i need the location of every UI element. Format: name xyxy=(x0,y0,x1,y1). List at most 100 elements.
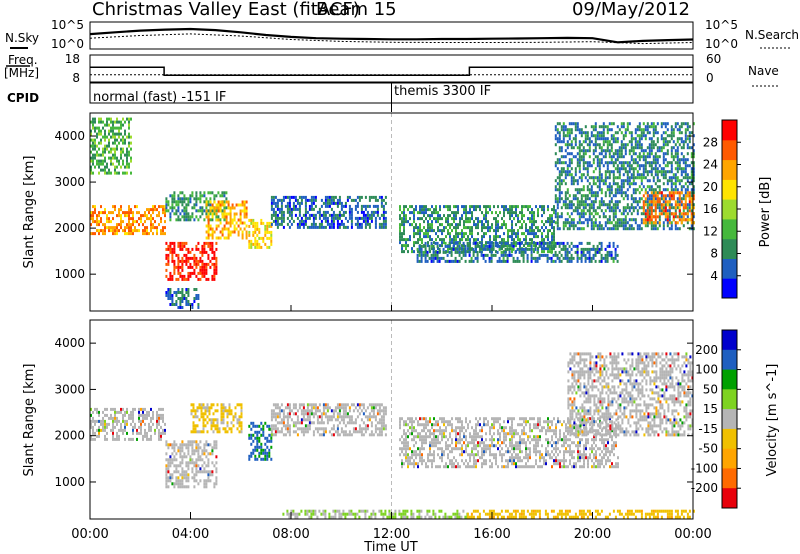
scatter-cell xyxy=(664,218,667,222)
scatter-cell xyxy=(126,135,128,139)
scatter-cell xyxy=(256,239,259,243)
scatter-cell xyxy=(476,259,479,263)
scatter-cell xyxy=(684,182,687,186)
scatter-cell xyxy=(562,241,565,245)
scatter-cell xyxy=(423,211,425,215)
power-colorbar-label: 4 xyxy=(710,269,718,283)
scatter-cell xyxy=(656,131,659,135)
scatter-cell xyxy=(620,221,623,225)
scatter-cell xyxy=(179,485,182,489)
scatter-cell xyxy=(598,173,601,177)
scatter-cell xyxy=(98,129,100,133)
scatter-cell xyxy=(211,247,214,251)
scatter-cell xyxy=(556,158,559,162)
scatter-cell xyxy=(517,229,519,233)
scatter-cell xyxy=(598,131,601,135)
scatter-cell xyxy=(177,194,180,198)
scatter-cell xyxy=(564,250,567,254)
scatter-cell xyxy=(403,214,405,218)
scatter-cell xyxy=(199,479,202,483)
scatter-cell xyxy=(439,217,441,221)
scatter-cell xyxy=(130,226,132,230)
scatter-cell xyxy=(578,221,581,225)
scatter-cell xyxy=(210,418,213,422)
scatter-cell xyxy=(238,418,241,422)
scatter-cell xyxy=(650,188,653,192)
scatter-cell xyxy=(124,229,126,233)
scatter-cell xyxy=(191,440,194,444)
scatter-cell xyxy=(296,433,299,437)
scatter-cell xyxy=(403,232,405,236)
scatter-cell xyxy=(312,415,315,419)
scatter-cell xyxy=(356,204,359,208)
scatter-cell xyxy=(670,221,673,225)
scatter-cell xyxy=(231,230,234,234)
scatter-cell xyxy=(284,204,287,208)
scatter-cell xyxy=(199,209,202,213)
scatter-cell xyxy=(110,226,112,230)
scatter-cell xyxy=(213,212,216,216)
scatter-cell xyxy=(342,225,345,229)
scatter-cell xyxy=(514,250,517,254)
scatter-cell xyxy=(239,209,242,213)
scatter-cell xyxy=(409,235,411,239)
scatter-cell xyxy=(207,203,210,207)
scatter-cell xyxy=(662,146,665,150)
scatter-cell xyxy=(692,179,695,183)
scatter-cell xyxy=(594,125,597,129)
scatter-cell xyxy=(207,230,210,234)
scatter-cell xyxy=(670,212,673,216)
scatter-cell xyxy=(612,182,615,186)
scatter-cell xyxy=(266,457,269,461)
scatter-cell xyxy=(380,222,383,226)
scatter-cell xyxy=(190,430,193,434)
scatter-cell xyxy=(221,230,224,234)
scatter-cell xyxy=(472,259,475,263)
scatter-cell xyxy=(270,433,273,437)
scatter-cell xyxy=(264,442,267,446)
scatter-cell xyxy=(616,125,619,129)
scatter-cell xyxy=(300,195,303,199)
scatter-cell xyxy=(112,156,114,160)
scatter-cell xyxy=(630,182,633,186)
scatter-cell xyxy=(169,455,172,459)
scatter-cell xyxy=(568,244,571,248)
scatter-cell xyxy=(578,167,581,171)
scatter-cell xyxy=(509,235,511,239)
scatter-cell xyxy=(435,220,437,224)
scatter-cell xyxy=(409,223,411,227)
scatter-cell xyxy=(554,134,557,138)
scatter-cell xyxy=(173,482,176,486)
scatter-cell xyxy=(134,229,136,233)
scatter-cell xyxy=(298,201,301,205)
scatter-cell xyxy=(256,221,259,225)
scatter-cell xyxy=(201,212,204,216)
scatter-cell xyxy=(620,140,623,144)
scatter-cell xyxy=(298,406,301,410)
scatter-cell xyxy=(177,218,180,222)
scatter-cell xyxy=(554,179,557,183)
scatter-cell xyxy=(584,247,587,251)
scatter-cell xyxy=(330,207,333,211)
scatter-cell xyxy=(272,219,275,223)
scatter-cell xyxy=(566,212,569,216)
scatter-cell xyxy=(233,227,236,231)
scatter-cell xyxy=(128,165,130,169)
scatter-cell xyxy=(690,221,693,225)
scatter-cell xyxy=(214,409,217,413)
scatter-cell xyxy=(122,150,124,154)
scatter-cell xyxy=(211,446,214,450)
scatter-cell xyxy=(522,250,525,254)
scatter-cell xyxy=(670,134,673,138)
scatter-cell xyxy=(322,427,325,431)
scatter-cell xyxy=(215,206,218,210)
scatter-cell xyxy=(511,208,513,212)
scatter-cell xyxy=(215,209,218,213)
scatter-cell xyxy=(476,253,479,257)
scatter-cell xyxy=(120,126,122,130)
scatter-cell xyxy=(461,205,463,209)
scatter-cell xyxy=(546,256,549,260)
scatter-cell xyxy=(152,226,154,230)
scatter-cell xyxy=(522,247,525,251)
scatter-cell xyxy=(626,179,629,183)
